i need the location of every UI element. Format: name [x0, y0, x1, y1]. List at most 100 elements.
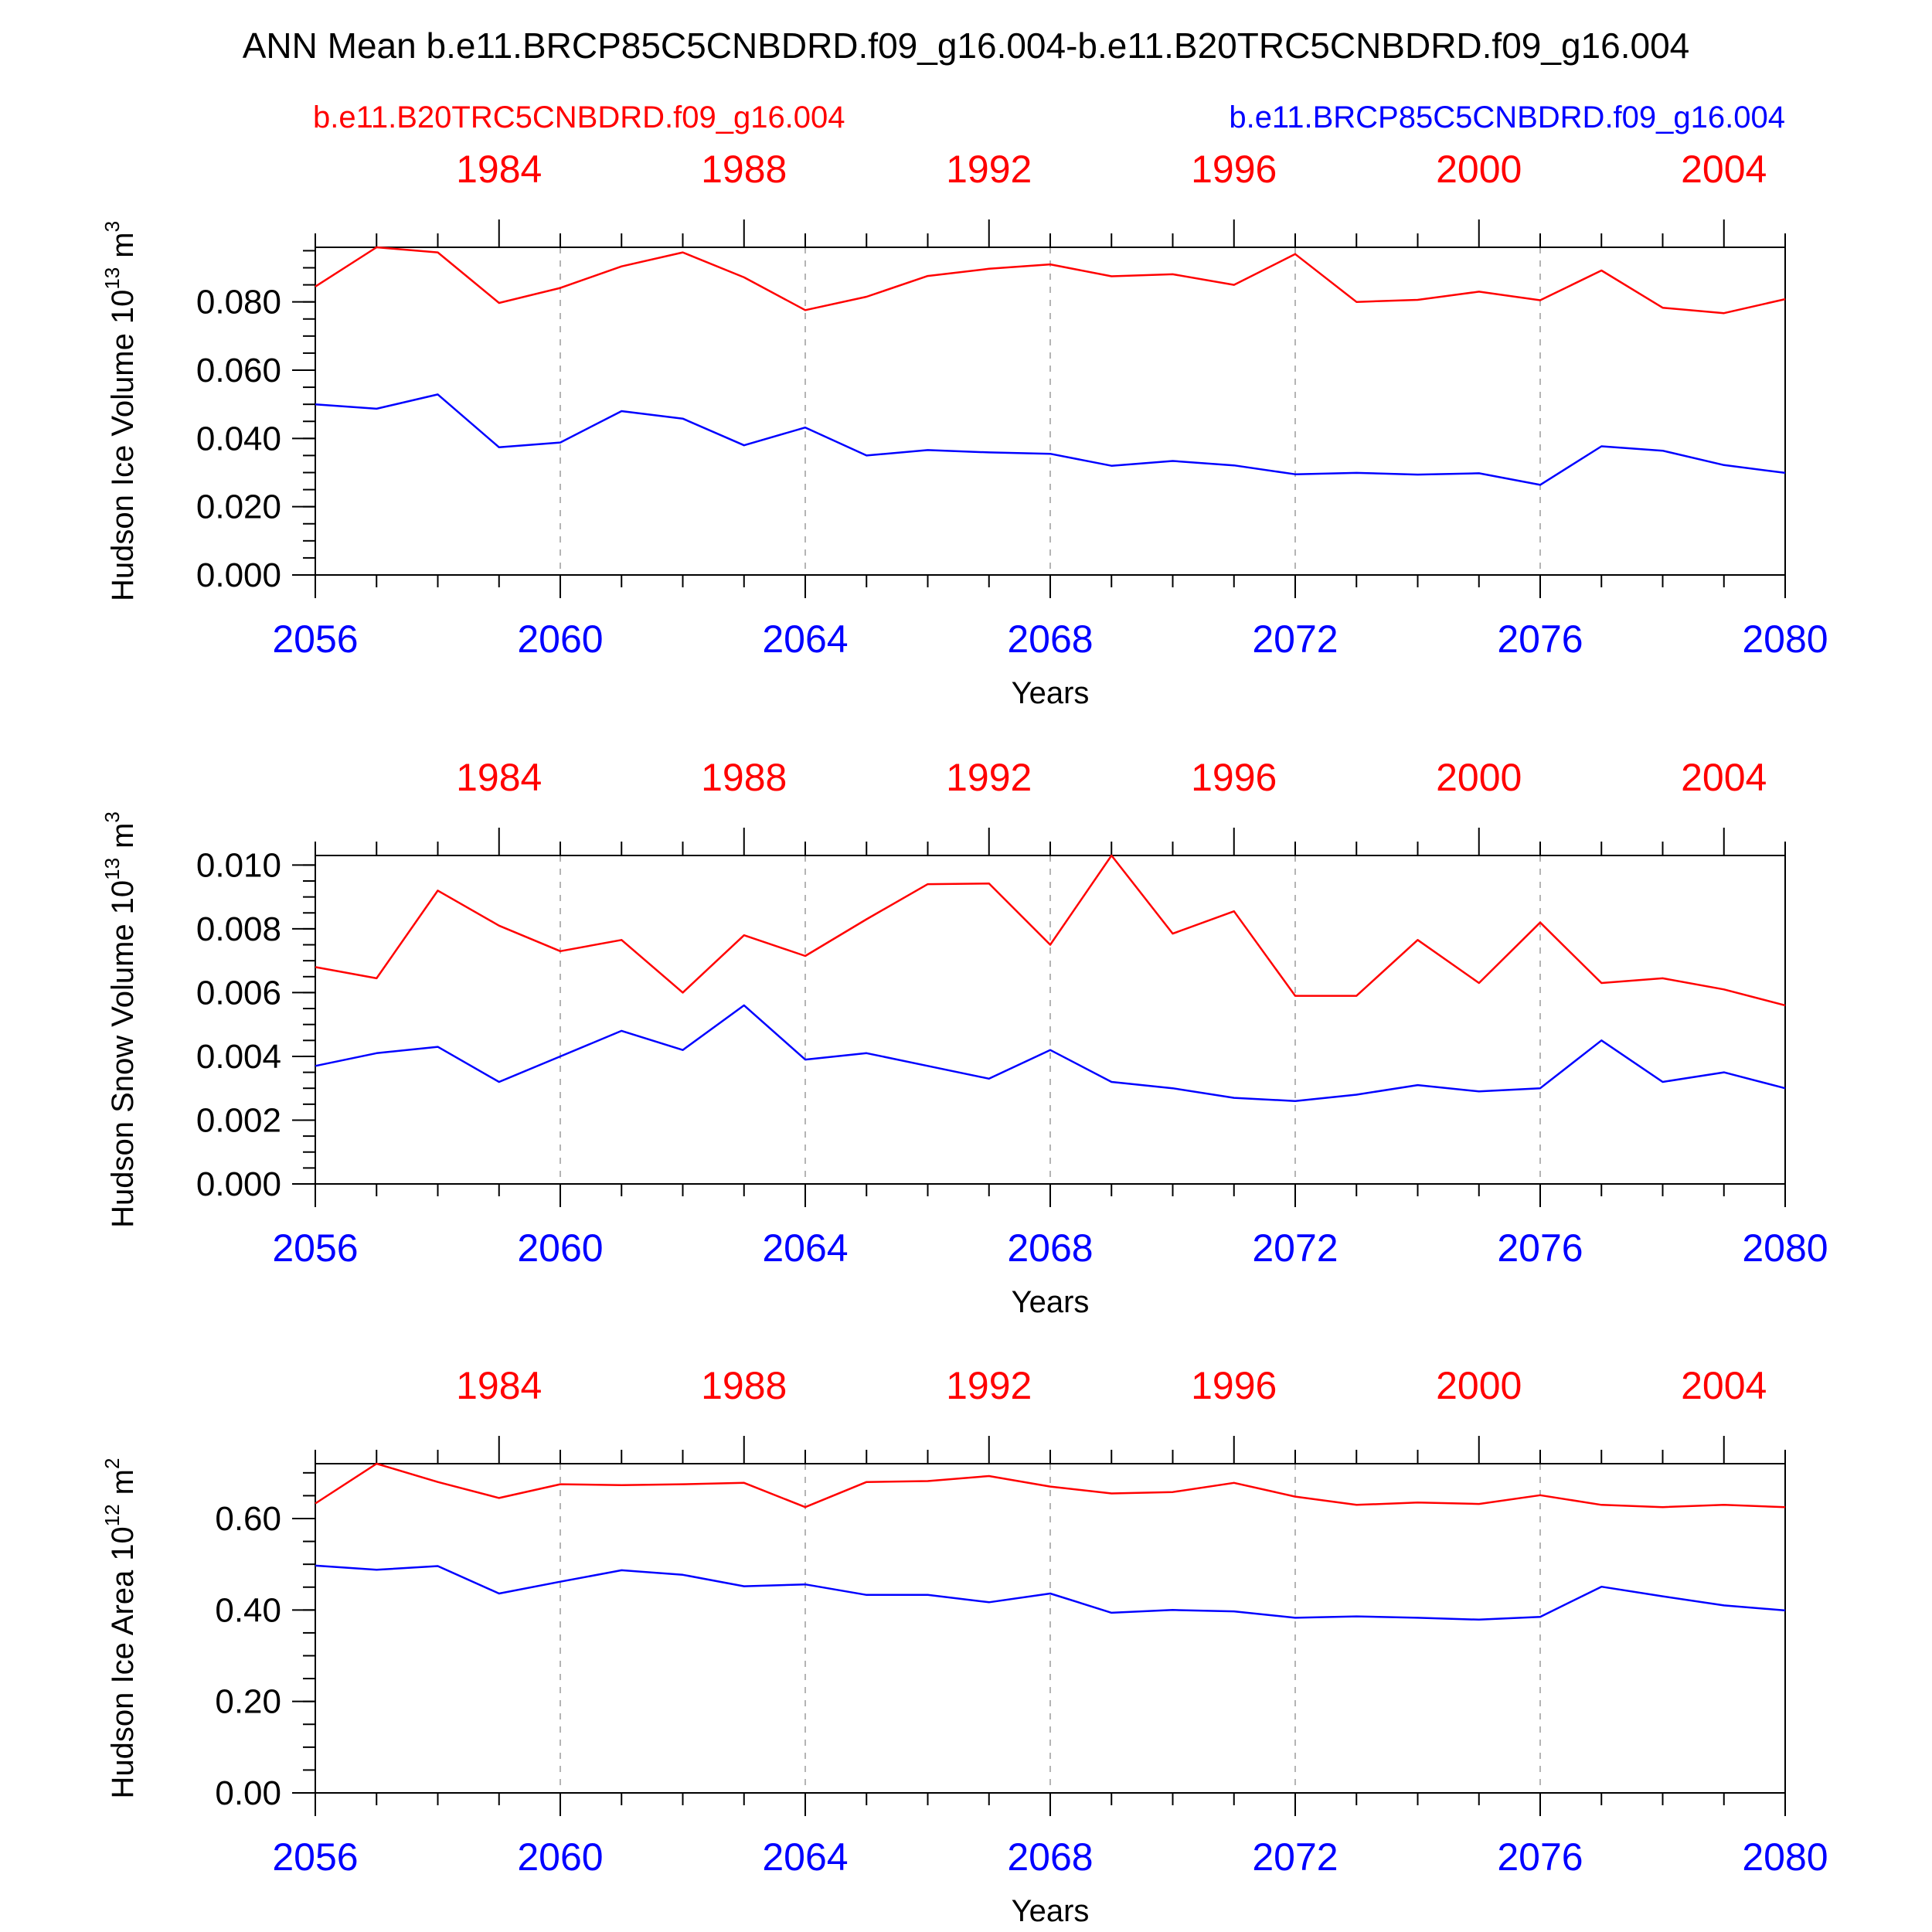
series-line-red — [315, 1462, 1786, 1509]
data-point-red — [374, 245, 379, 250]
data-point-red — [681, 990, 685, 995]
data-point-blue — [1783, 471, 1787, 475]
data-point-blue — [1722, 1070, 1726, 1075]
y-tick-label: 0.000 — [196, 556, 281, 594]
y-axis-label-unit-base: 10 — [106, 1526, 140, 1561]
data-point-blue — [374, 406, 379, 411]
data-point-red — [1599, 268, 1604, 273]
data-point-red — [1232, 1481, 1236, 1485]
y-tick-label: 0.60 — [215, 1500, 281, 1538]
data-point-red — [436, 250, 440, 255]
data-point-red — [1293, 1495, 1298, 1499]
data-point-blue — [742, 443, 747, 447]
data-point-blue — [1293, 1615, 1298, 1620]
data-point-blue — [1783, 1086, 1787, 1090]
data-point-blue — [926, 1593, 930, 1597]
data-point-blue — [1477, 471, 1481, 475]
top-tick-label-red: 2004 — [1681, 756, 1767, 799]
data-point-blue — [987, 1600, 992, 1604]
data-point-red — [803, 308, 808, 312]
x-tick-label-blue: 2072 — [1252, 1226, 1338, 1270]
data-point-red — [1783, 1505, 1787, 1509]
data-point-blue — [1109, 1080, 1114, 1084]
data-point-red — [1538, 920, 1543, 925]
data-point-red — [803, 1505, 808, 1509]
data-point-red — [1599, 1502, 1604, 1507]
data-point-red — [558, 949, 563, 954]
data-point-red — [1171, 272, 1175, 277]
x-axis-label: Years — [1012, 1894, 1090, 1928]
data-point-red — [1109, 274, 1114, 279]
top-tick-label-red: 2000 — [1436, 1364, 1522, 1407]
data-point-red — [619, 1483, 624, 1488]
data-point-blue — [374, 1567, 379, 1572]
data-point-red — [374, 976, 379, 981]
data-point-red — [374, 1461, 379, 1466]
data-point-blue — [681, 1048, 685, 1053]
data-point-red — [1048, 1485, 1053, 1489]
data-point-blue — [497, 445, 502, 450]
data-point-blue — [313, 1563, 318, 1568]
data-point-blue — [1109, 1611, 1114, 1615]
data-point-blue — [1048, 451, 1053, 456]
data-point-red — [864, 294, 869, 299]
x-tick-label-blue: 2076 — [1497, 1226, 1583, 1270]
x-axis-label: Years — [1012, 1285, 1090, 1319]
case-label-red: b.e11.B20TRC5CNBDRD.f09_g16.004 — [313, 100, 845, 134]
y-tick-label: 0.00 — [215, 1774, 281, 1812]
data-point-red — [1661, 976, 1665, 981]
data-point-red — [1722, 1502, 1726, 1507]
data-point-blue — [1416, 1615, 1420, 1620]
data-point-red — [436, 1480, 440, 1485]
data-point-red — [987, 1474, 992, 1478]
data-point-blue — [987, 450, 992, 454]
data-point-red — [681, 250, 685, 255]
data-point-red — [497, 301, 502, 305]
chart-panel-3: 0.00 0.20 0.40 0.60 2056 2060 2064 2068 2072 2076… — [100, 1364, 1828, 1928]
data-point-red — [1661, 305, 1665, 310]
x-tick-label-blue: 2072 — [1252, 1835, 1338, 1879]
series-line-blue — [315, 1004, 1786, 1102]
y-axis-label-name: Hudson Snow Volume — [106, 923, 140, 1228]
y-axis-label-name: Hudson Ice Area — [106, 1570, 140, 1798]
data-point-blue — [1538, 1086, 1543, 1090]
data-point-blue — [619, 1029, 624, 1033]
data-point-red — [1048, 943, 1053, 947]
x-tick-label-blue: 2080 — [1742, 1835, 1828, 1879]
data-point-blue — [1171, 1086, 1175, 1090]
data-point-blue — [1048, 1048, 1053, 1053]
top-tick-label-red: 1992 — [946, 1364, 1032, 1407]
data-point-red — [558, 1482, 563, 1487]
data-point-blue — [619, 1568, 624, 1573]
data-point-red — [1477, 981, 1481, 985]
data-point-red — [1661, 1505, 1665, 1509]
data-point-red — [1354, 1502, 1359, 1507]
y-axis-label-name: Hudson Ice Volume — [106, 333, 140, 601]
data-point-blue — [1354, 1092, 1359, 1097]
y-tick-label: 0.008 — [196, 910, 281, 948]
top-tick-label-red: 1992 — [946, 148, 1032, 191]
data-point-blue — [1171, 1607, 1175, 1612]
top-tick-label-red: 1984 — [456, 1364, 542, 1407]
data-point-blue — [1354, 471, 1359, 475]
y-axis-label-unit-exp: 12 — [100, 1504, 124, 1526]
y-axis-label: Hudson Ice Volume 1013 m3 — [100, 221, 140, 601]
data-point-blue — [1293, 472, 1298, 477]
data-point-red — [926, 1478, 930, 1483]
y-tick-label: 0.20 — [215, 1683, 281, 1721]
data-point-blue — [1354, 1614, 1359, 1619]
data-point-red — [1232, 909, 1236, 913]
y-tick-label: 0.080 — [196, 284, 281, 321]
top-tick-label-red: 2004 — [1681, 1364, 1767, 1407]
data-point-red — [1477, 289, 1481, 294]
data-point-red — [1171, 1490, 1175, 1495]
data-point-red — [1416, 937, 1420, 942]
x-tick-label-blue: 2076 — [1497, 1835, 1583, 1879]
data-point-blue — [803, 1582, 808, 1587]
y-axis-label-unit-base: 10 — [106, 290, 140, 325]
y-tick-label: 0.010 — [196, 846, 281, 884]
x-tick-label-blue: 2068 — [1007, 1835, 1093, 1879]
data-point-blue — [681, 1573, 685, 1577]
top-tick-label-red: 1992 — [946, 756, 1032, 799]
data-point-blue — [1538, 1614, 1543, 1619]
